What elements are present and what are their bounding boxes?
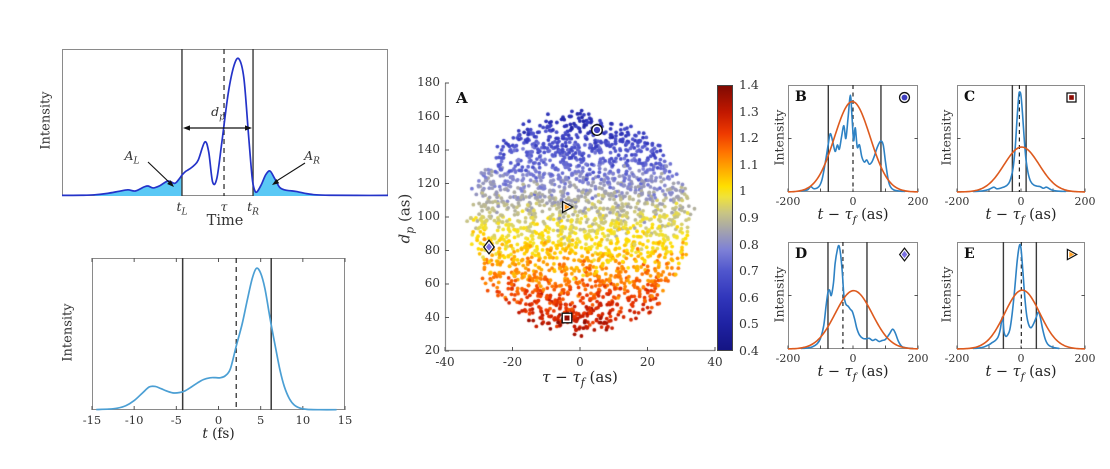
tl-annotation-AR: AR xyxy=(304,148,320,167)
a-y-tick-label: 100 xyxy=(417,209,440,223)
a-y-tick-label: 120 xyxy=(417,175,440,190)
b-x-tick-label: 200 xyxy=(907,195,929,208)
b-xlabel: t − τf (as) xyxy=(817,207,889,226)
diamond-marker-icon xyxy=(898,246,910,262)
triangle-right-marker-icon xyxy=(1066,247,1078,261)
time-profile-panel xyxy=(92,258,345,410)
e-xlabel: t − τf (as) xyxy=(985,364,1057,383)
colorbar-tick-label: 1.1 xyxy=(739,156,759,172)
e-ylabel: Intensity xyxy=(938,266,954,323)
scatter-axes xyxy=(444,82,716,352)
a-x-tick-label: 40 xyxy=(707,355,723,369)
panel-letter-B: B xyxy=(795,89,807,105)
panel-C-plot xyxy=(956,85,1086,193)
c-x-tick-label: 0 xyxy=(1017,195,1025,208)
colorbar-tick-label: 0.6 xyxy=(739,289,759,305)
tl-annotation-AL: AL xyxy=(124,148,140,167)
panel-B-plot xyxy=(787,85,919,193)
e-x-tick-label: 200 xyxy=(1074,352,1096,365)
tl-xlabel: Time xyxy=(206,213,244,229)
a-y-tick-label: 160 xyxy=(417,108,440,123)
d-x-tick-label: -200 xyxy=(775,352,801,365)
bl-x-tick-label: -5 xyxy=(170,413,182,427)
panel-E-plot xyxy=(956,242,1086,350)
c-ylabel: Intensity xyxy=(938,109,954,166)
tl-tick-tau: τ xyxy=(220,199,228,214)
time-profile-plot xyxy=(91,258,346,411)
bl-ylabel: Intensity xyxy=(60,303,76,362)
colorbar-tick-label: 1.2 xyxy=(739,130,759,146)
c-x-tick-label: 200 xyxy=(1074,195,1096,208)
colorbar-tick-label: 0.7 xyxy=(739,263,759,279)
circle-marker-icon xyxy=(898,91,910,103)
tl-tick-tR: tR xyxy=(247,199,259,218)
colorbar-tick-label: 0.8 xyxy=(739,236,759,252)
triangle-right-marker-icon xyxy=(561,200,574,214)
a-xlabel: τ − τf (as) xyxy=(542,368,618,389)
scatter-cloud-canvas xyxy=(445,83,715,351)
panel-letter-D: D xyxy=(795,246,808,262)
a-y-tick-label: 60 xyxy=(424,276,440,290)
b-x-tick-label: -200 xyxy=(775,195,801,208)
a-y-tick-label: 180 xyxy=(417,75,440,89)
square-marker-icon xyxy=(1065,91,1077,103)
pulse-illustration-plot xyxy=(61,49,389,197)
colorbar-tick-label: 1.4 xyxy=(739,77,759,92)
a-x-tick-label: 0 xyxy=(576,355,584,369)
tl-ylabel: Intensity xyxy=(38,91,54,150)
tl-tick-tL: tL xyxy=(176,199,188,218)
d-xlabel: t − τf (as) xyxy=(817,364,889,383)
a-y-tick-label: 40 xyxy=(424,309,440,324)
circle-marker-icon xyxy=(590,123,603,136)
panel-D-box xyxy=(788,242,918,349)
panel-letter-A: A xyxy=(456,89,468,107)
a-y-tick-label: 20 xyxy=(424,343,440,357)
bl-x-tick-label: 15 xyxy=(337,413,353,427)
d-ylabel: Intensity xyxy=(771,266,787,323)
b-ylabel: Intensity xyxy=(771,109,787,166)
panel-letter-E: E xyxy=(964,246,975,262)
a-y-tick-label: 80 xyxy=(424,242,440,257)
a-y-tick-label: 140 xyxy=(417,142,440,156)
tl-annotation-dp: dp xyxy=(211,104,225,123)
colorbar-tick-label: 0.4 xyxy=(739,343,759,358)
e-x-tick-label: 0 xyxy=(1017,352,1025,365)
a-x-tick-label: -20 xyxy=(502,355,523,369)
bl-x-tick-label: -10 xyxy=(124,413,144,427)
panel-D-plot xyxy=(787,242,919,350)
bl-x-tick-label: 0 xyxy=(214,413,223,427)
d-x-tick-label: 0 xyxy=(849,352,857,365)
colorbar-tick-label: 1.3 xyxy=(739,103,759,119)
colorbar-tick-label: 1 xyxy=(739,183,747,199)
c-xlabel: t − τf (as) xyxy=(985,207,1057,226)
bl-x-tick-label: 10 xyxy=(295,413,311,427)
d-x-tick-label: 200 xyxy=(907,352,929,365)
bl-xlabel: t (fs) xyxy=(202,426,235,442)
b-x-tick-label: 0 xyxy=(849,195,857,208)
colorbar xyxy=(717,85,733,351)
colorbar-tick-label: 0.5 xyxy=(739,316,759,332)
colorbar-tick-label: 0.9 xyxy=(739,210,759,225)
bl-x-tick-label: 5 xyxy=(256,413,265,427)
e-x-tick-label: -200 xyxy=(944,352,970,365)
diamond-marker-icon xyxy=(482,239,495,255)
a-x-tick-label: 20 xyxy=(639,355,656,369)
a-x-tick-label: -40 xyxy=(435,355,455,369)
panel-letter-C: C xyxy=(964,89,976,105)
c-x-tick-label: -200 xyxy=(944,195,970,208)
bl-x-tick-label: -15 xyxy=(82,413,102,427)
square-marker-icon xyxy=(561,312,572,323)
